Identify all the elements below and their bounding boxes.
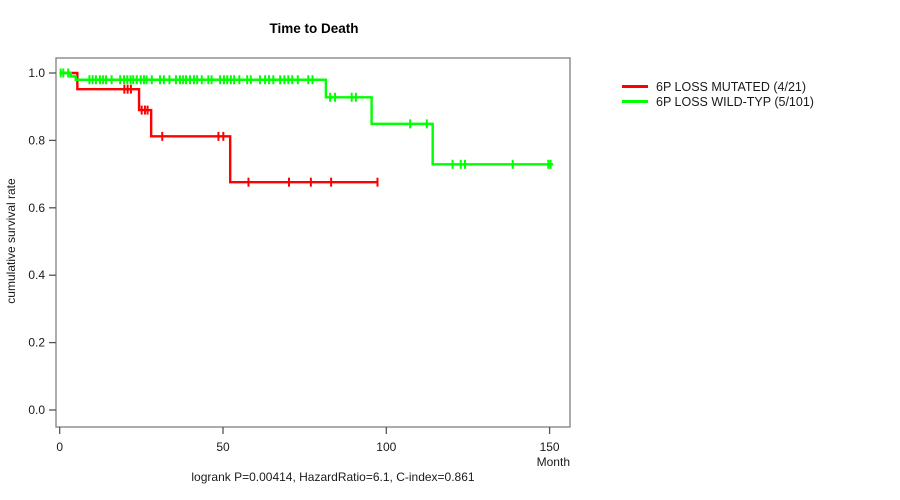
plot-border	[55, 57, 571, 428]
y-axis-tick-label: 0.6	[28, 201, 45, 215]
legend-item-mutated: 6P LOSS MUTATED (4/21)	[622, 79, 814, 94]
survival-curve-mutated	[59, 71, 378, 184]
legend: 6P LOSS MUTATED (4/21) 6P LOSS WILD-TYP …	[622, 79, 814, 109]
survival-curve-wild-typ	[59, 71, 554, 166]
x-axis-tick-label: 150	[540, 440, 560, 454]
x-axis-tick-label: 0	[56, 440, 63, 454]
legend-item-wild-typ: 6P LOSS WILD-TYP (5/101)	[622, 94, 814, 109]
x-axis-label: Month	[536, 455, 570, 469]
y-axis-tick-label: 0.2	[28, 336, 45, 350]
y-axis-tick-label: 0.4	[28, 268, 45, 282]
y-axis-label: cumulative survival rate	[4, 178, 18, 304]
x-axis-tick-label: 50	[216, 440, 230, 454]
y-axis-tick-label: 0.0	[28, 403, 45, 417]
legend-line-swatch-red	[622, 85, 648, 88]
statistics-annotation: logrank P=0.00414, HazardRatio=6.1, C-in…	[191, 470, 475, 484]
chart-title: Time to Death	[269, 21, 359, 36]
legend-line-swatch-green	[622, 100, 648, 103]
x-axis-tick-label: 100	[376, 440, 396, 454]
legend-label-mutated: 6P LOSS MUTATED (4/21)	[656, 79, 807, 94]
y-axis-tick-label: 1.0	[28, 66, 45, 80]
y-axis-tick-label: 0.8	[28, 133, 45, 147]
legend-label-wild-typ: 6P LOSS WILD-TYP (5/101)	[656, 94, 814, 109]
